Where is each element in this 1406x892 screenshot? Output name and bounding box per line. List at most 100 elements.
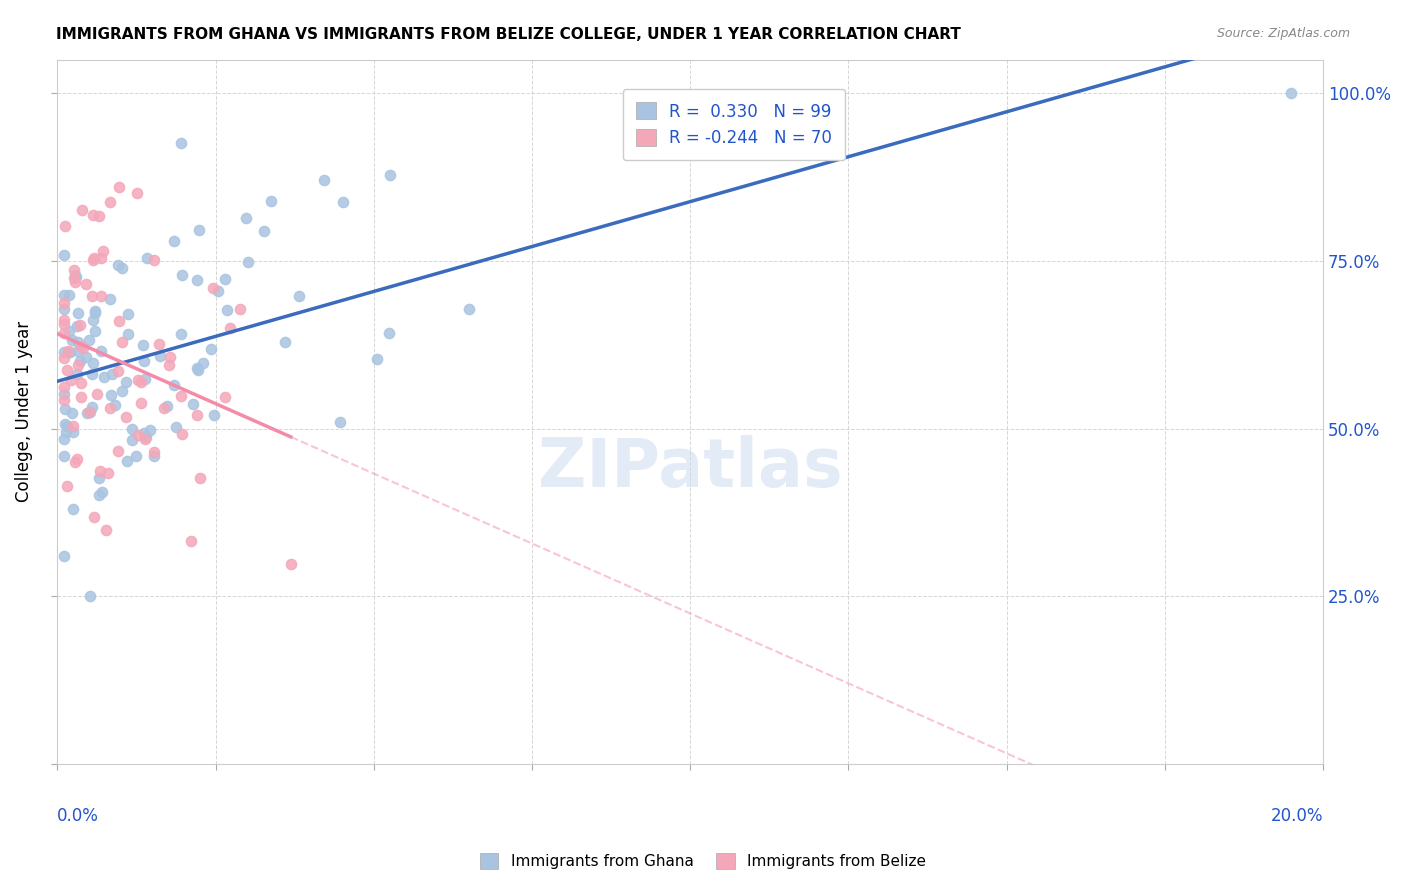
Point xyxy=(65,367,87,381)
Point xyxy=(132,425,155,440)
Point xyxy=(77,333,100,347)
Point xyxy=(52,380,75,394)
Point xyxy=(56,419,79,434)
Point xyxy=(117,307,139,321)
Point xyxy=(238,255,260,269)
Point xyxy=(65,270,87,285)
Point xyxy=(52,549,75,563)
Point xyxy=(139,423,162,437)
Point xyxy=(100,388,122,402)
Point xyxy=(70,390,93,404)
Point xyxy=(66,318,89,333)
Point xyxy=(89,464,111,478)
Text: 20.0%: 20.0% xyxy=(1271,806,1323,824)
Point xyxy=(170,389,193,403)
Point xyxy=(76,406,98,420)
Point xyxy=(104,398,127,412)
Point xyxy=(134,433,156,447)
Point xyxy=(329,415,352,429)
Point xyxy=(52,393,75,408)
Point xyxy=(111,261,134,276)
Point xyxy=(215,302,238,317)
Point xyxy=(188,222,211,236)
Point xyxy=(457,301,479,316)
Point xyxy=(53,219,76,233)
Point xyxy=(82,253,104,268)
Point xyxy=(52,301,75,316)
Point xyxy=(62,425,84,439)
Point xyxy=(378,326,401,340)
Point xyxy=(52,248,75,262)
Point xyxy=(127,428,149,442)
Point xyxy=(60,373,83,387)
Point xyxy=(207,285,229,299)
Point xyxy=(52,432,75,446)
Point xyxy=(1281,86,1303,100)
Point xyxy=(67,335,90,350)
Point xyxy=(98,401,121,415)
Point xyxy=(214,390,236,404)
Point xyxy=(107,180,129,194)
Point xyxy=(90,485,112,500)
Point xyxy=(67,343,90,358)
Point xyxy=(55,425,77,439)
Point xyxy=(80,367,103,381)
Point xyxy=(101,367,124,381)
Point xyxy=(114,409,136,424)
Point xyxy=(107,364,129,378)
Point xyxy=(136,252,159,266)
Point xyxy=(89,488,111,502)
Point xyxy=(66,306,89,320)
Point xyxy=(62,502,84,516)
Point xyxy=(70,202,93,217)
Point xyxy=(107,258,129,272)
Point xyxy=(332,194,354,209)
Point xyxy=(149,349,172,363)
Point xyxy=(60,406,83,420)
Point xyxy=(121,422,143,436)
Point xyxy=(280,557,302,571)
Point xyxy=(107,314,129,328)
Point xyxy=(163,234,186,248)
Point xyxy=(132,353,155,368)
Point xyxy=(186,360,208,375)
Point xyxy=(378,168,401,182)
Text: IMMIGRANTS FROM GHANA VS IMMIGRANTS FROM BELIZE COLLEGE, UNDER 1 YEAR CORRELATIO: IMMIGRANTS FROM GHANA VS IMMIGRANTS FROM… xyxy=(56,27,962,42)
Point xyxy=(186,409,208,423)
Point xyxy=(93,369,115,384)
Legend: R =  0.330   N = 99, R = -0.244   N = 70: R = 0.330 N = 99, R = -0.244 N = 70 xyxy=(623,89,845,161)
Point xyxy=(115,376,138,390)
Point xyxy=(52,287,75,301)
Point xyxy=(288,289,311,303)
Point xyxy=(69,339,91,353)
Point xyxy=(170,136,193,151)
Point xyxy=(75,277,97,291)
Point xyxy=(59,345,82,359)
Point xyxy=(83,303,105,318)
Point xyxy=(143,253,166,268)
Point xyxy=(117,327,139,342)
Point xyxy=(52,317,75,331)
Point xyxy=(58,325,80,339)
Point xyxy=(52,450,75,464)
Point xyxy=(52,295,75,310)
Point xyxy=(69,354,91,368)
Point xyxy=(142,445,165,459)
Point xyxy=(83,251,105,265)
Text: ZIPatlas: ZIPatlas xyxy=(538,435,842,501)
Point xyxy=(121,434,143,448)
Text: Source: ZipAtlas.com: Source: ZipAtlas.com xyxy=(1216,27,1350,40)
Point xyxy=(235,211,257,226)
Point xyxy=(87,209,110,223)
Point xyxy=(83,306,105,320)
Point xyxy=(62,418,84,433)
Point xyxy=(80,400,103,414)
Point xyxy=(97,466,120,480)
Point xyxy=(187,363,209,377)
Point xyxy=(63,455,86,469)
Point xyxy=(63,275,86,289)
Point xyxy=(188,471,211,485)
Point xyxy=(107,443,129,458)
Point xyxy=(159,350,181,364)
Point xyxy=(148,336,170,351)
